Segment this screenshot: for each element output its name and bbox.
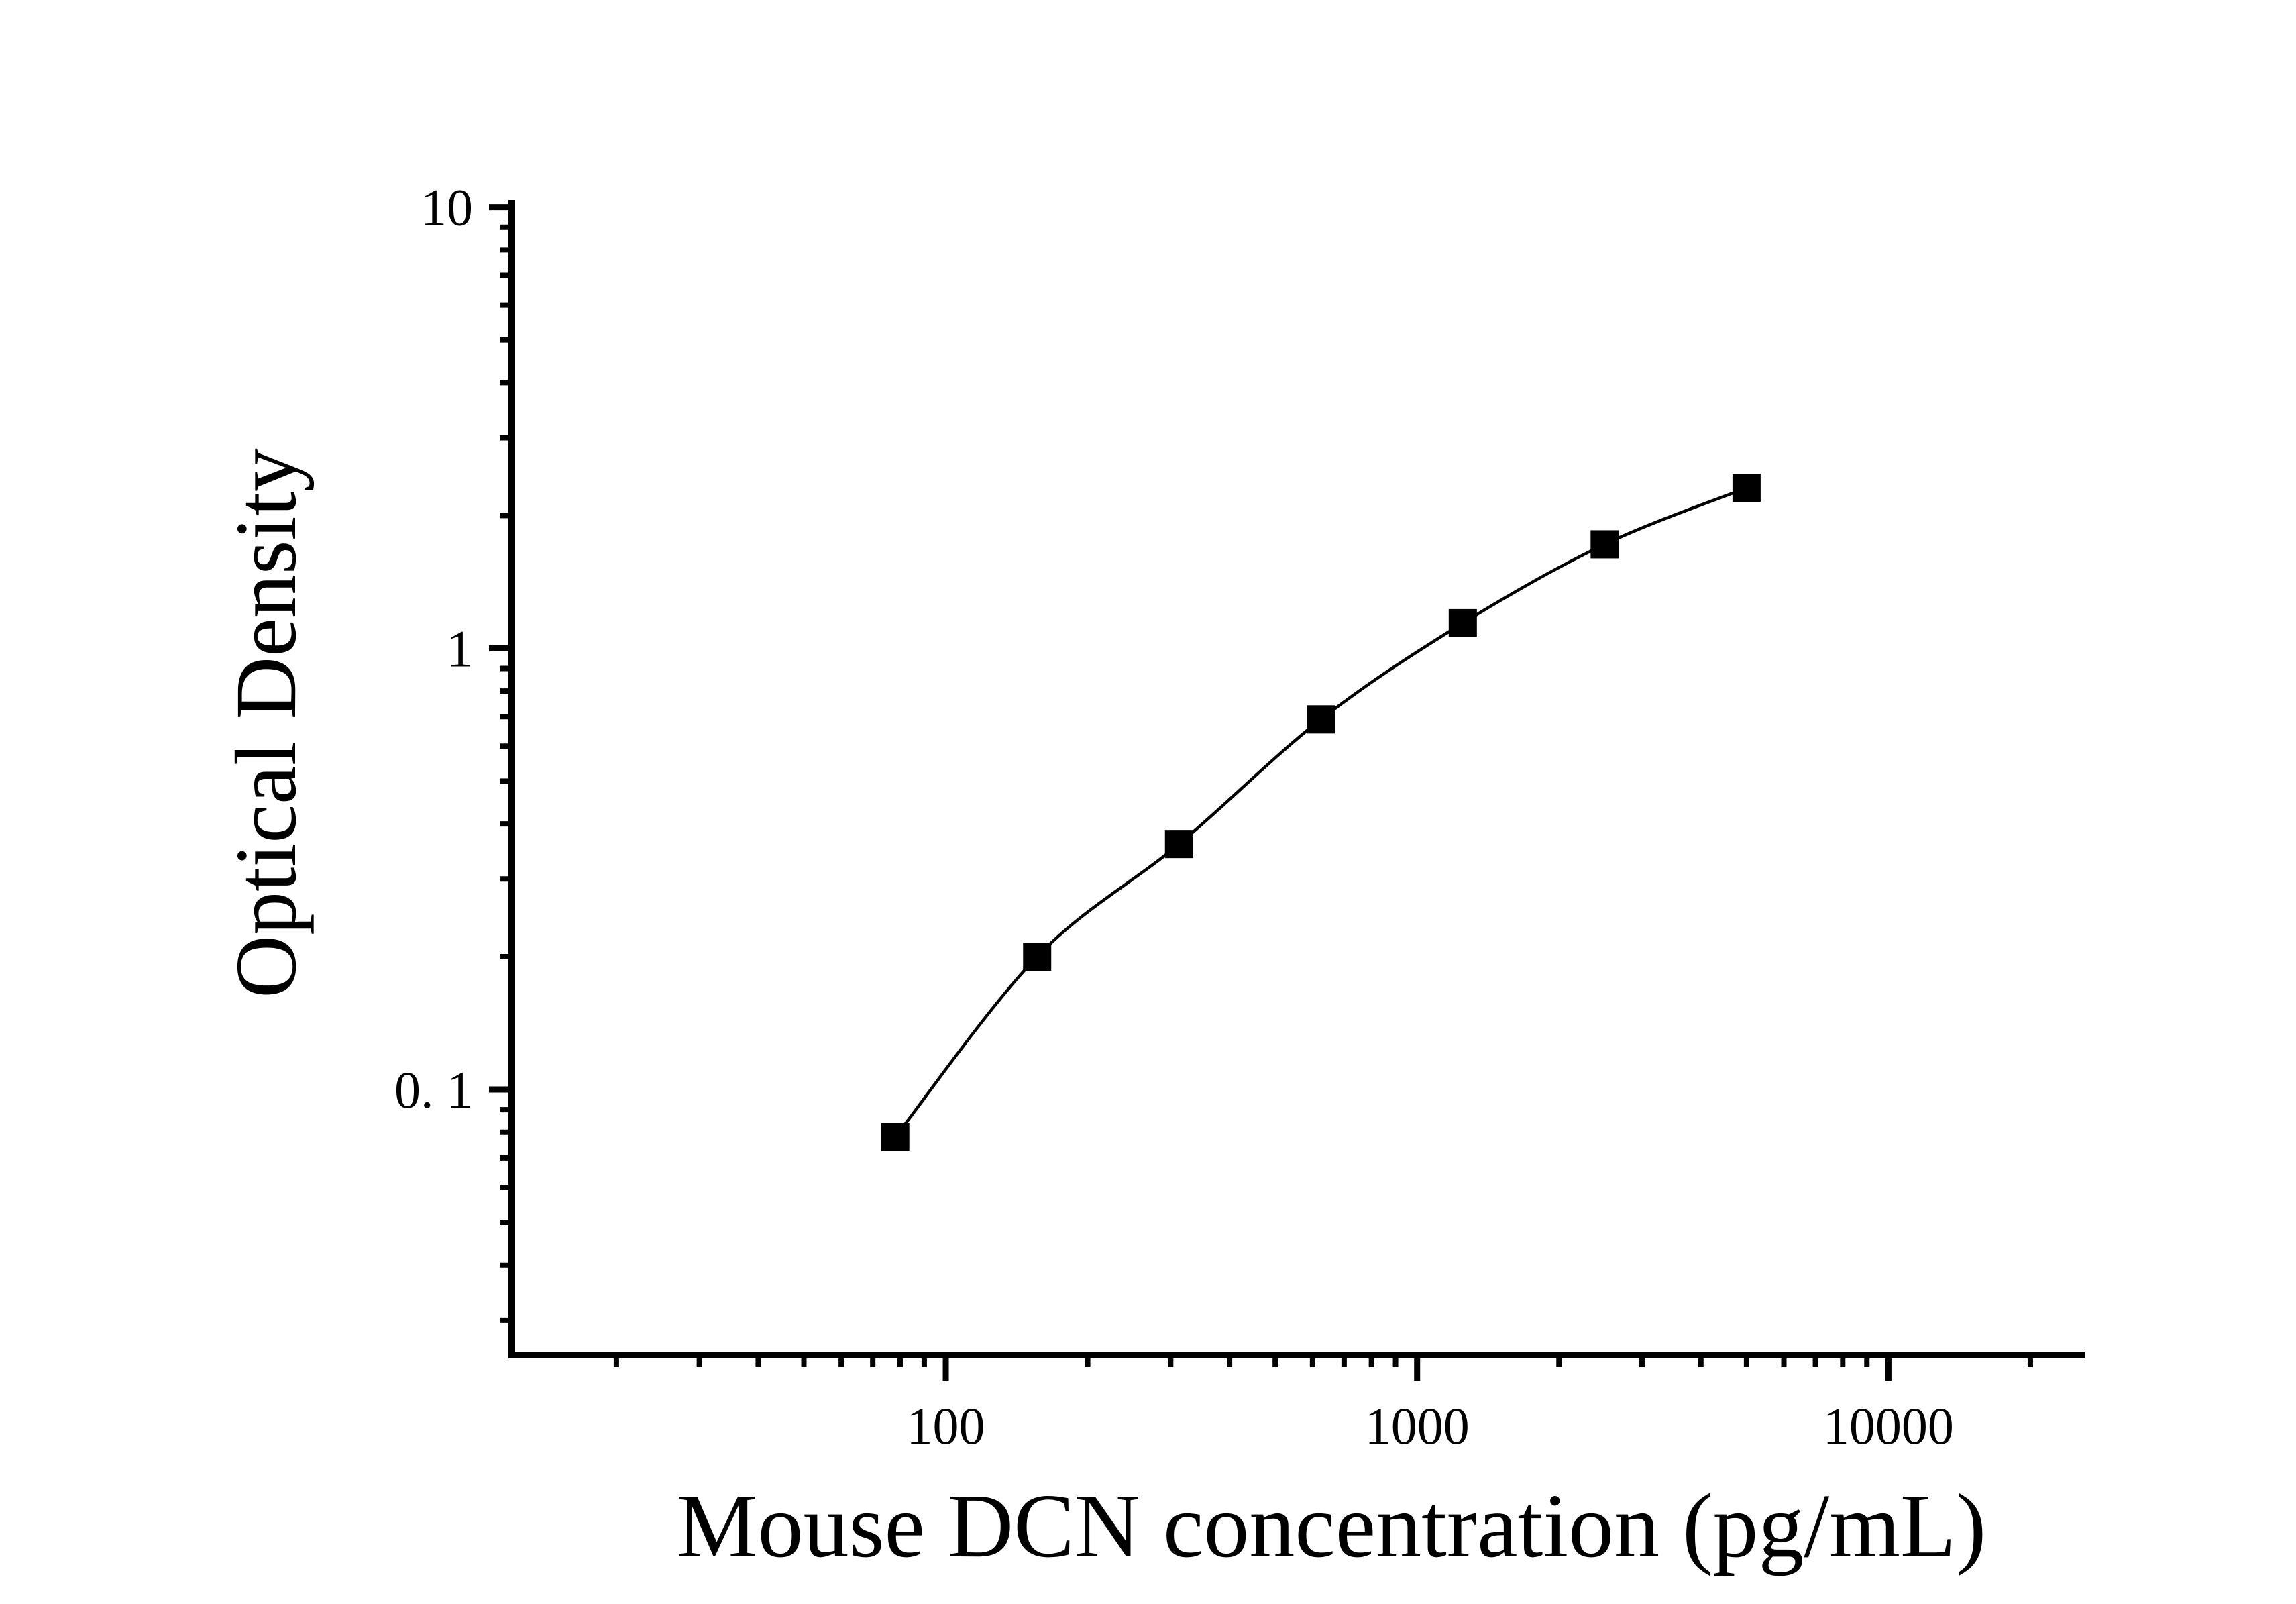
data-point-marker [1164,830,1193,859]
data-point-marker [1590,530,1619,559]
y-axis-minor-ticks [500,224,512,1323]
x-axis-title: Mouse DCN concentration (pg/mL) [677,1476,1987,1576]
x-axis-tick-labels: 100 1000 10000 [907,1397,1954,1455]
y-tick-label: 1 [447,619,473,678]
data-point-marker [1448,608,1477,637]
data-point-marker [1307,705,1335,734]
y-axis-tick-labels: 10 1 0. 1 [394,178,473,1119]
x-tick-label: 100 [907,1397,985,1455]
y-tick-label: 0. 1 [394,1061,473,1119]
data-point-marker [881,1123,910,1152]
x-axis-minor-ticks [613,1355,2033,1367]
y-axis-major-ticks [489,204,512,1093]
x-tick-label: 1000 [1365,1397,1470,1455]
data-point-marker [1023,943,1052,971]
x-axis-major-ticks [942,1355,1892,1381]
series-markers [881,474,1761,1152]
y-tick-label: 10 [421,178,473,237]
data-point-marker [1732,474,1761,502]
x-tick-label: 10000 [1823,1397,1954,1455]
y-axis-title: Optical Density [218,448,315,998]
